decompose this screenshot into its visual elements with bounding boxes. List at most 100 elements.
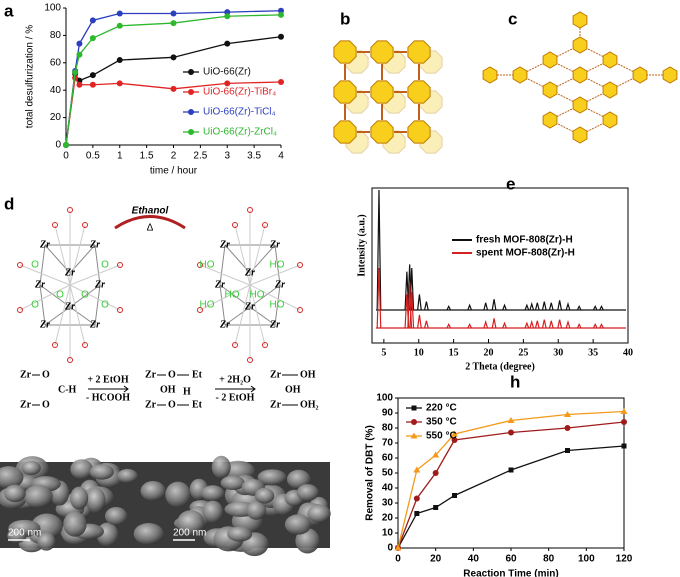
oxygen — [52, 222, 58, 228]
x-tick-label: 1 — [117, 151, 123, 162]
marker — [89, 17, 96, 24]
oxygen — [197, 262, 203, 268]
peak — [541, 301, 547, 311]
y-tick-label: 20 — [382, 513, 394, 524]
marker — [89, 35, 96, 42]
particle — [0, 466, 24, 489]
hydroxyl-label: HO — [250, 290, 265, 301]
oxygen — [232, 222, 238, 228]
marker — [414, 511, 420, 516]
marker — [508, 429, 514, 436]
cage — [602, 111, 618, 129]
panel-label: c — [508, 9, 517, 28]
marker — [413, 495, 420, 502]
particle — [117, 468, 138, 483]
legend-label: UiO-66(Zr)-ZrCl₄ — [203, 127, 277, 138]
peak — [446, 323, 452, 329]
y-tick-label: 40 — [50, 85, 62, 96]
y-tick-label: 80 — [382, 423, 394, 434]
marker — [188, 129, 194, 135]
hydroxyl-label: HO — [270, 260, 285, 271]
y-tick-label: 0 — [55, 140, 61, 151]
peak — [592, 323, 598, 329]
panel-label: b — [340, 9, 350, 28]
metal-label: Zr — [214, 279, 225, 290]
marker — [116, 22, 123, 29]
cage — [602, 81, 618, 99]
x-tick-label: 40 — [468, 554, 480, 565]
cage — [572, 36, 588, 54]
linker — [249, 224, 266, 286]
legend-label: 550 °C — [426, 431, 457, 442]
marker — [224, 40, 231, 47]
particle — [63, 511, 87, 537]
oxygen — [197, 307, 203, 313]
y-tick-label: 70 — [382, 438, 394, 449]
linker — [54, 284, 71, 346]
oxygen-label: O — [56, 290, 64, 301]
marker — [620, 408, 628, 414]
oxygen — [247, 357, 253, 363]
x-tick-label: 30 — [553, 347, 563, 358]
series-line — [397, 445, 625, 549]
atom: Et — [192, 399, 203, 410]
y-axis-label: Removal of DBT (%) — [365, 425, 376, 521]
particle — [286, 469, 311, 489]
peak — [424, 301, 429, 311]
marker — [564, 425, 571, 431]
metal-label: Zr — [39, 239, 50, 250]
oxygen — [297, 262, 303, 268]
peak — [599, 323, 604, 329]
y-tick-label: 20 — [50, 112, 62, 123]
oxygen — [262, 342, 268, 348]
particle — [202, 500, 223, 524]
linker — [234, 224, 251, 286]
particle — [227, 526, 253, 542]
y-tick-label: 100 — [44, 3, 61, 14]
marker — [170, 20, 177, 27]
atom: O — [42, 399, 50, 410]
oxygen — [67, 357, 73, 363]
x-tick-label: 25 — [518, 347, 528, 358]
marker — [188, 69, 194, 75]
metal-label: Zr — [89, 239, 100, 250]
oxygen — [297, 307, 303, 313]
y-tick-label: 30 — [382, 498, 394, 509]
particle — [86, 487, 106, 514]
peak — [424, 320, 429, 329]
marker — [89, 72, 96, 79]
scheme-arrows — [32, 215, 298, 406]
heat: Δ — [147, 223, 154, 234]
particle — [284, 514, 312, 535]
peak — [376, 267, 382, 329]
cage — [572, 126, 588, 144]
particle — [133, 522, 164, 545]
peak — [529, 319, 535, 329]
series-line — [65, 14, 282, 146]
oxygen — [17, 307, 23, 313]
marker — [411, 405, 417, 411]
particle — [140, 481, 166, 501]
marker — [432, 470, 439, 476]
marker — [411, 419, 417, 425]
marker — [188, 109, 194, 115]
marker — [565, 448, 570, 453]
oxygen-label: O — [31, 260, 39, 271]
peak — [548, 320, 554, 329]
cage-bond — [69, 306, 96, 326]
x-tick-label: 1.5 — [140, 151, 154, 162]
marker — [224, 13, 231, 20]
atom: O — [168, 399, 176, 410]
atom: Zr — [20, 369, 32, 380]
linker — [199, 264, 251, 286]
x-tick-label: 4 — [278, 151, 284, 162]
peak — [541, 319, 547, 329]
cage-bond — [39, 244, 46, 286]
legend-label: UiO-66(Zr)-TiBr₄ — [203, 87, 276, 98]
oxygen — [82, 342, 88, 348]
oxygen-label: O — [101, 260, 109, 271]
atom: O — [42, 369, 50, 380]
peak — [483, 302, 489, 311]
x-tick-label: 3.5 — [247, 151, 261, 162]
particle — [165, 481, 191, 508]
